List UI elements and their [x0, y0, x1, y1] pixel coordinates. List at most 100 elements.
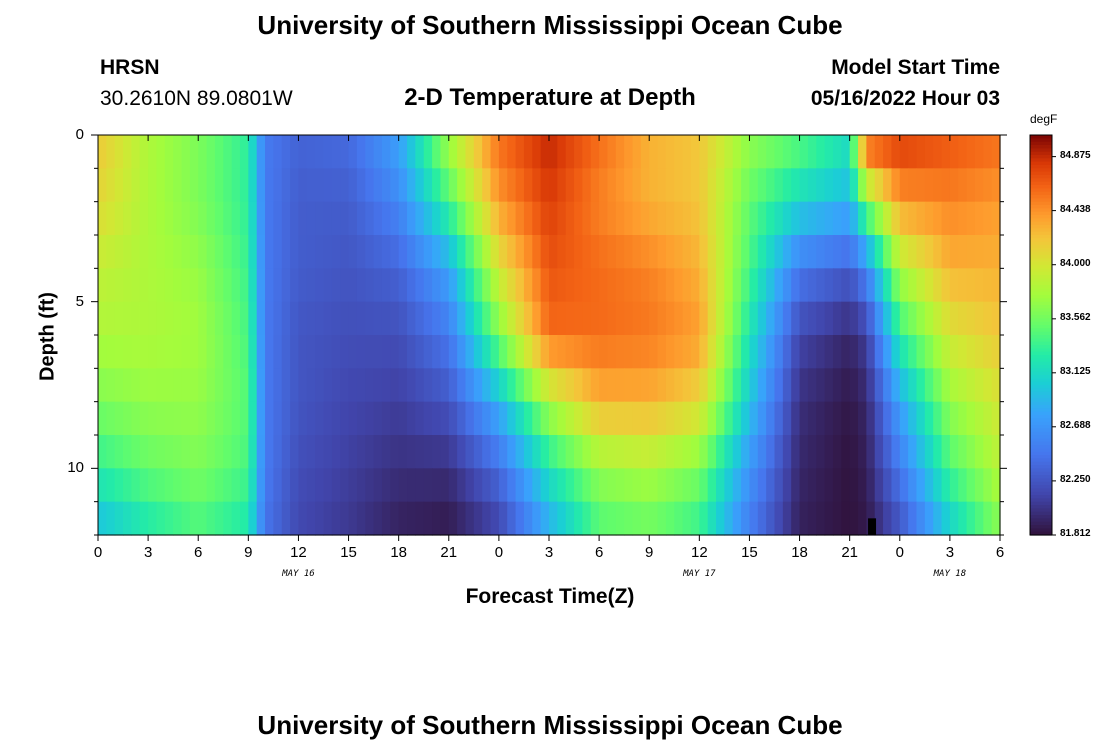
heatmap-cell — [774, 201, 784, 236]
heatmap-cell — [148, 235, 158, 269]
heatmap-cell — [624, 235, 634, 269]
heatmap-cell — [624, 435, 634, 469]
heatmap-cell — [498, 168, 508, 203]
heatmap-cell — [473, 401, 483, 436]
heatmap-cell — [523, 368, 533, 403]
heatmap-cell — [883, 335, 893, 369]
heatmap-cell — [248, 368, 258, 403]
heatmap-cell — [473, 368, 483, 403]
heatmap-cell — [816, 501, 826, 536]
heatmap-cell — [173, 401, 183, 436]
heatmap-cell — [281, 235, 291, 269]
heatmap-cell — [557, 301, 567, 336]
heatmap-cell — [465, 135, 475, 169]
heatmap-cell — [206, 268, 216, 303]
heatmap-cell — [214, 168, 224, 203]
colorbar-segment — [1030, 251, 1052, 256]
heatmap-cell — [273, 335, 283, 369]
heatmap-cell — [214, 501, 224, 536]
heatmap-cell — [490, 201, 500, 236]
heatmap-cell — [916, 435, 926, 469]
heatmap-cell — [298, 501, 308, 536]
heatmap-cell — [98, 501, 107, 536]
heatmap-cell — [599, 401, 609, 436]
heatmap-cell — [974, 168, 984, 203]
heatmap-cell — [699, 268, 709, 303]
heatmap-cell — [590, 435, 600, 469]
colorbar-segment — [1030, 468, 1052, 473]
heatmap-cell — [407, 301, 416, 336]
heatmap-cell — [741, 168, 751, 203]
heatmap-cell — [323, 368, 333, 403]
heatmap-cell — [874, 335, 884, 369]
heatmap-cell — [298, 468, 308, 503]
heatmap-cell — [306, 168, 316, 203]
heatmap-cell — [615, 235, 625, 269]
colorbar-segment — [1030, 355, 1052, 359]
heatmap-cell — [949, 401, 959, 436]
heatmap-cell — [373, 435, 383, 469]
heatmap-cell — [123, 268, 133, 303]
heatmap-cell — [407, 168, 416, 203]
heatmap-cell — [114, 235, 124, 269]
heatmap-cell — [640, 135, 650, 169]
colorbar-segment — [1030, 455, 1052, 459]
heatmap-cell — [841, 468, 851, 503]
heatmap-cell — [607, 268, 617, 303]
colorbar-segment — [1030, 391, 1052, 396]
colorbar-segment — [1030, 195, 1052, 199]
heatmap-cell — [582, 335, 592, 369]
heatmap-cell — [732, 368, 742, 403]
heatmap-cell — [114, 501, 124, 536]
heatmap-cell — [599, 268, 609, 303]
heatmap-cell — [590, 268, 600, 303]
heatmap-cell — [323, 501, 333, 536]
heatmap-cell — [139, 201, 149, 236]
heatmap-cell — [373, 335, 383, 369]
heatmap-cell — [549, 135, 558, 169]
heatmap-cell — [657, 168, 667, 203]
heatmap-cell — [807, 301, 817, 336]
heatmap-cell — [148, 268, 158, 303]
heatmap-cell — [941, 335, 951, 369]
heatmap-cell — [983, 201, 993, 236]
heatmap-cell — [707, 301, 717, 336]
heatmap-cell — [774, 301, 784, 336]
heatmap-cell — [690, 435, 700, 469]
heatmap-cell — [866, 468, 876, 503]
x-tick-label: 18 — [390, 544, 407, 561]
heatmap-cell — [256, 201, 266, 236]
colorbar-segment — [1030, 478, 1052, 483]
heatmap-cell — [732, 135, 742, 169]
x-tick-label: 0 — [895, 544, 904, 561]
heatmap-cell — [256, 235, 266, 269]
heatmap-cell — [883, 268, 893, 303]
heatmap-cell — [432, 235, 442, 269]
heatmap-cell — [908, 235, 918, 269]
heatmap-cell — [415, 301, 425, 336]
heatmap-cell — [164, 435, 174, 469]
heatmap-cell — [223, 135, 233, 169]
heatmap-cell — [791, 501, 801, 536]
heatmap-cell — [290, 235, 300, 269]
x-tick-label: 21 — [440, 544, 458, 561]
heatmap-cell — [799, 335, 809, 369]
heatmap-cell — [281, 168, 291, 203]
heatmap-cell — [749, 468, 759, 503]
heatmap-cell — [690, 501, 700, 536]
heatmap-cell — [173, 335, 183, 369]
colorbar-segment — [1030, 448, 1052, 453]
heatmap-cell — [523, 135, 533, 169]
heatmap-cell — [465, 435, 475, 469]
heatmap-cell — [549, 201, 558, 236]
heatmap-cell — [599, 435, 609, 469]
heatmap-cell — [607, 468, 617, 503]
heatmap-cell — [331, 368, 341, 403]
heatmap-cell — [265, 368, 274, 403]
heatmap-cell — [231, 368, 241, 403]
heatmap-cell — [782, 201, 792, 236]
heatmap-cell — [941, 168, 951, 203]
heatmap-cell — [757, 401, 767, 436]
heatmap-cell — [632, 268, 642, 303]
heatmap-cell — [214, 435, 224, 469]
